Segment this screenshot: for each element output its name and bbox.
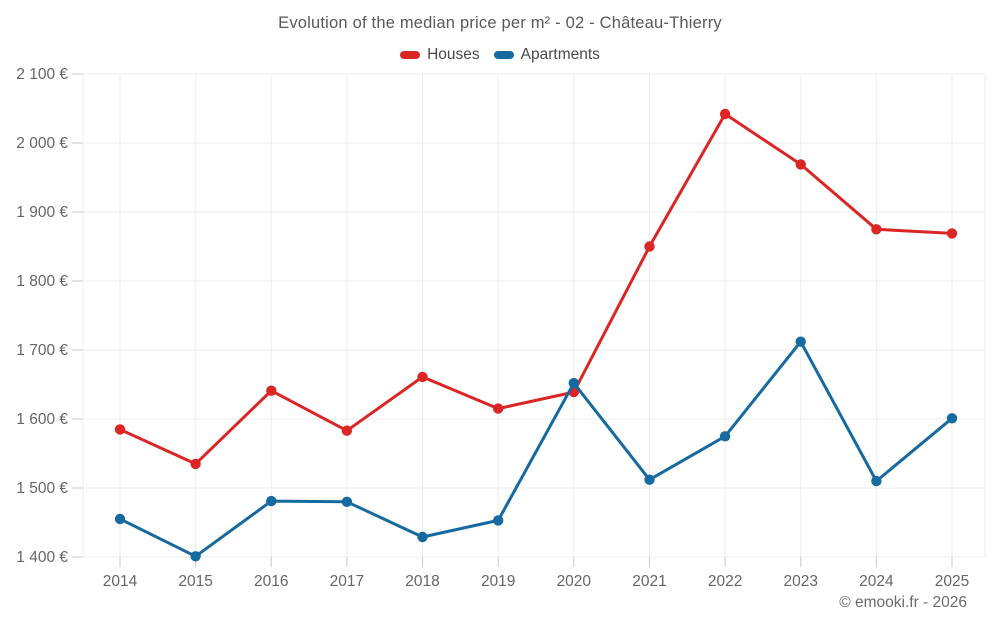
x-axis-label: 2016 bbox=[254, 573, 288, 590]
houses-data-point[interactable] bbox=[114, 424, 126, 435]
x-axis-label: 2019 bbox=[481, 573, 515, 590]
houses-series-swatch-icon bbox=[400, 51, 421, 59]
x-axis-label: 2017 bbox=[330, 573, 364, 590]
apartments-data-point[interactable] bbox=[341, 496, 353, 507]
y-axis-label: 2 100 € bbox=[16, 66, 68, 83]
houses-data-point[interactable] bbox=[493, 403, 504, 414]
x-axis-label: 2023 bbox=[783, 573, 817, 590]
legend-label-houses: Houses bbox=[427, 46, 480, 63]
houses-data-point[interactable] bbox=[266, 385, 277, 396]
x-axis-label: 2020 bbox=[557, 573, 592, 590]
legend-label-apartments: Apartments bbox=[520, 46, 600, 63]
y-axis-label: 1 400 € bbox=[16, 549, 68, 566]
grid-lines bbox=[82, 73, 986, 558]
houses-line bbox=[118, 112, 954, 466]
apartments-data-point[interactable] bbox=[114, 513, 126, 525]
apartments-data-point[interactable] bbox=[493, 515, 504, 526]
x-axis-label: 2025 bbox=[935, 573, 969, 590]
x-axis-label: 2021 bbox=[632, 573, 666, 590]
chart-title: Evolution of the median price per m² - 0… bbox=[278, 14, 722, 32]
apartments-data-point[interactable] bbox=[795, 336, 806, 347]
y-axis-label: 1 700 € bbox=[16, 342, 68, 359]
chart-legend: Houses Apartments bbox=[0, 46, 1000, 64]
series-houses bbox=[114, 108, 958, 470]
apartments-data-point[interactable] bbox=[871, 475, 882, 487]
apartments-data-point[interactable] bbox=[946, 413, 958, 424]
apartments-line bbox=[118, 340, 954, 558]
y-axis-label: 2 000 € bbox=[16, 135, 68, 152]
y-axis-label: 1 900 € bbox=[16, 204, 68, 221]
x-axis-label: 2018 bbox=[405, 573, 439, 590]
apartments-data-point[interactable] bbox=[719, 431, 731, 442]
houses-data-point[interactable] bbox=[190, 458, 201, 470]
legend-item-apartments[interactable]: Apartments bbox=[493, 46, 600, 64]
apartments-series-swatch-icon bbox=[493, 51, 514, 59]
series-apartments bbox=[114, 336, 958, 562]
houses-data-point[interactable] bbox=[795, 159, 806, 170]
y-axis-label: 1 500 € bbox=[16, 480, 68, 497]
axis-labels: 1 400 € 1 500 € 1 600 € 1 700 € 1 800 € 1 900… bbox=[16, 66, 969, 590]
y-axis-label: 1 600 € bbox=[16, 411, 68, 428]
houses-data-point[interactable] bbox=[417, 371, 428, 383]
y-axis-label: 1 800 € bbox=[16, 273, 68, 290]
axis-ticks bbox=[72, 73, 953, 567]
houses-data-point[interactable] bbox=[719, 108, 731, 120]
apartments-data-point[interactable] bbox=[190, 551, 201, 562]
apartments-data-point[interactable] bbox=[417, 531, 428, 543]
footer-credit: © emooki.fr - 2026 bbox=[839, 594, 967, 611]
houses-data-point[interactable] bbox=[341, 425, 353, 436]
apartments-data-point[interactable] bbox=[644, 474, 655, 485]
apartments-data-point[interactable] bbox=[266, 495, 277, 507]
x-axis-label: 2014 bbox=[103, 573, 138, 590]
legend-item-houses[interactable]: Houses bbox=[400, 46, 480, 64]
houses-data-point[interactable] bbox=[644, 241, 655, 252]
houses-data-point[interactable] bbox=[871, 224, 882, 235]
houses-data-point[interactable] bbox=[946, 228, 958, 239]
x-axis-label: 2022 bbox=[708, 573, 742, 590]
apartments-data-point[interactable] bbox=[568, 377, 579, 389]
x-axis-label: 2024 bbox=[859, 573, 894, 590]
x-axis-label: 2015 bbox=[178, 573, 212, 590]
